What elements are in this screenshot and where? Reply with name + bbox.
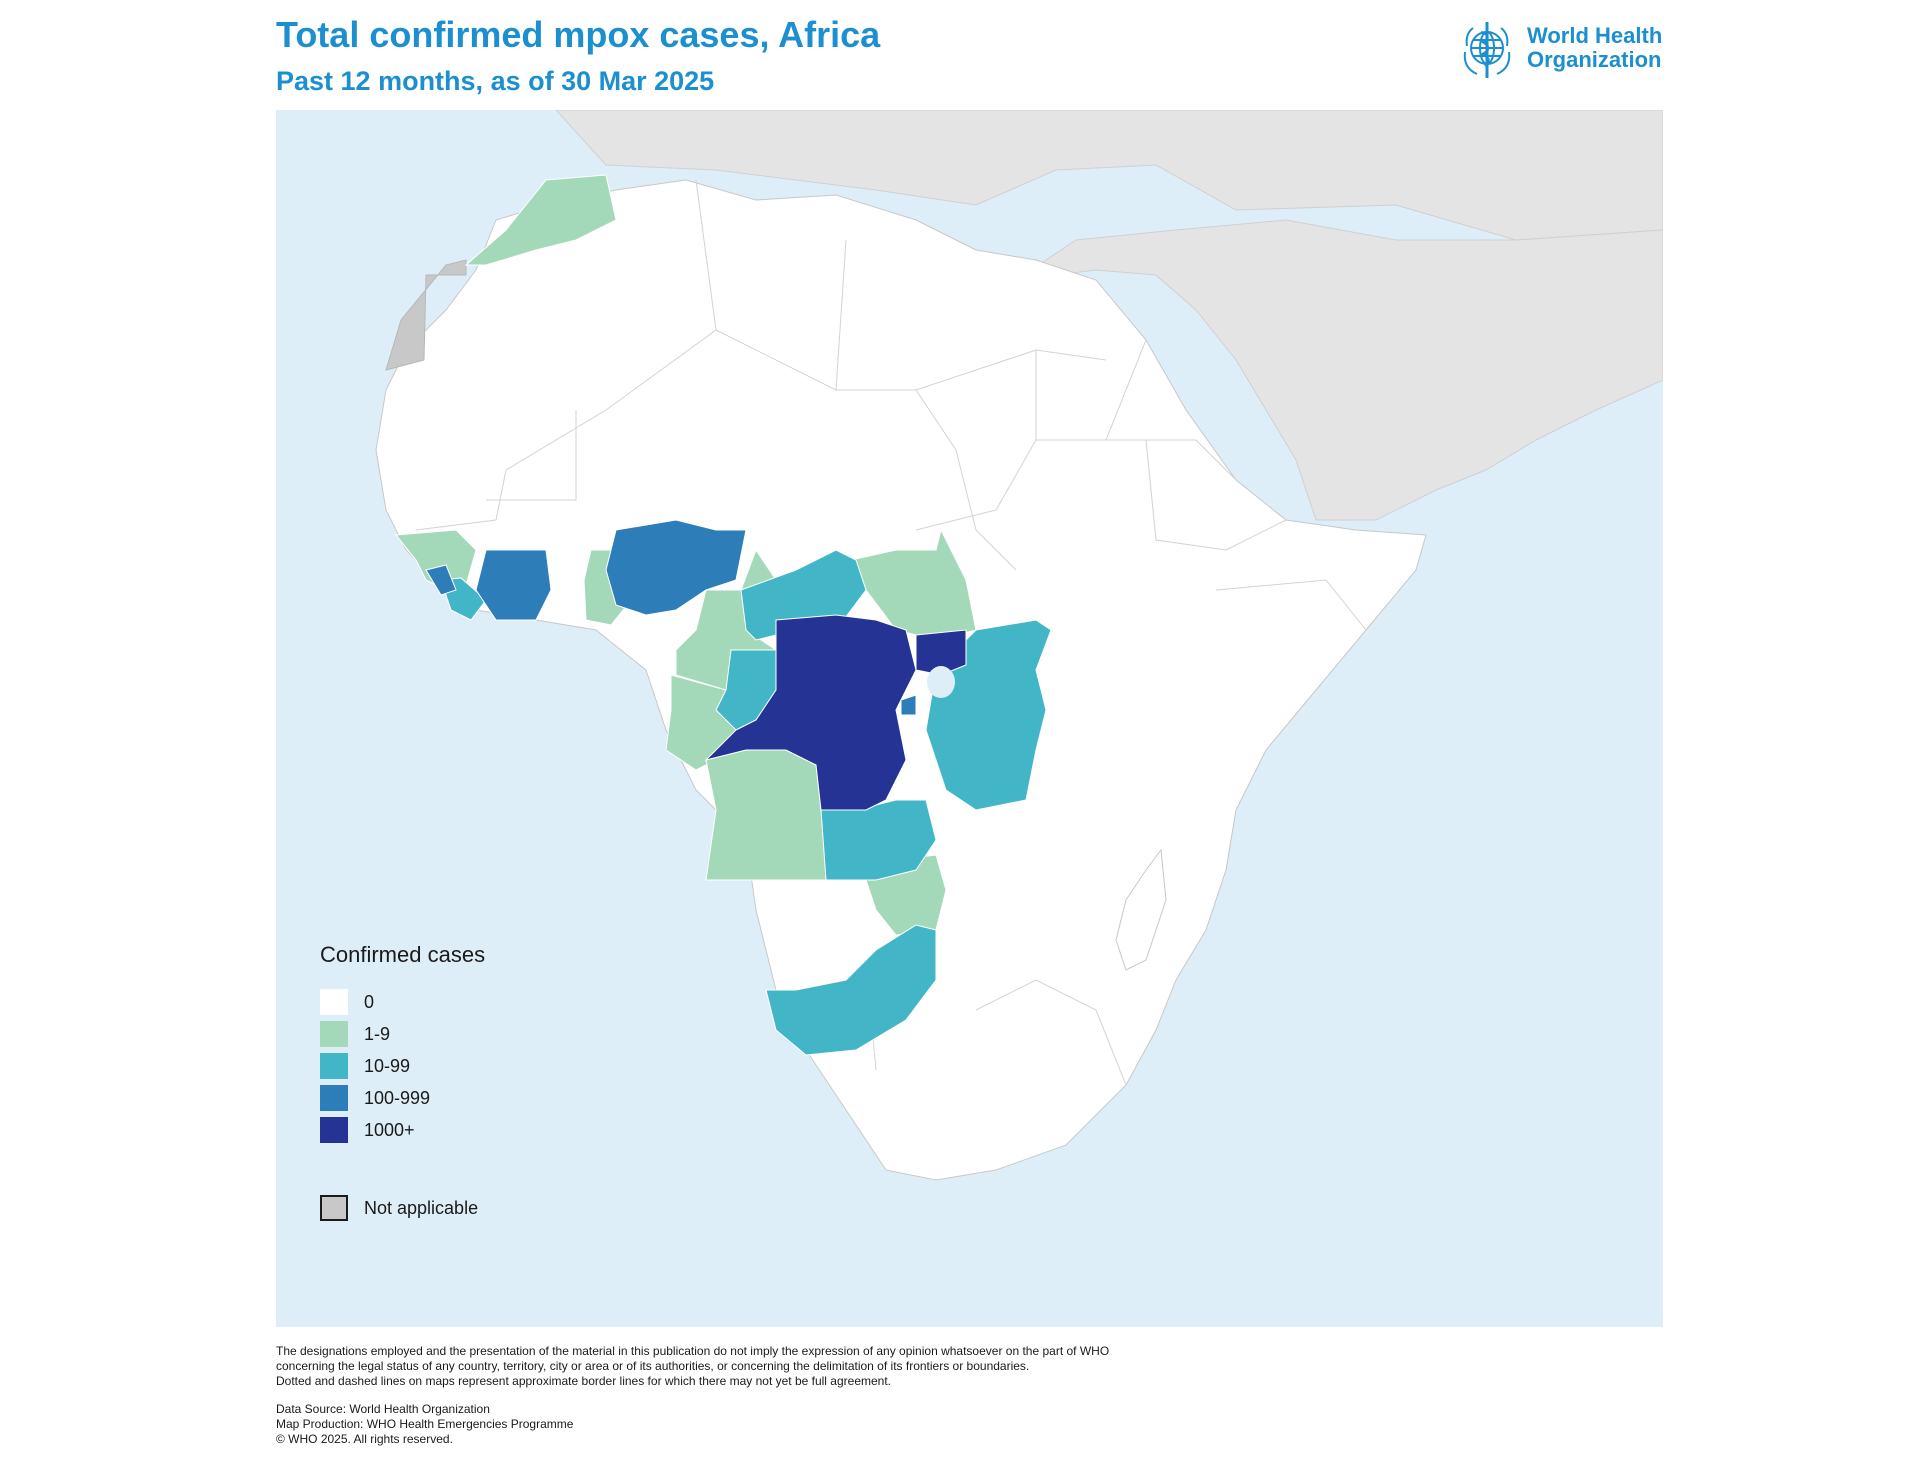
country-uganda: [915, 629, 967, 676]
legend-swatch: [320, 1085, 348, 1111]
legend-label: 10-99: [364, 1055, 411, 1076]
country-south-sudan: [850, 528, 977, 641]
legend-item-1-9: 1-9: [320, 1018, 485, 1050]
country-liberia: [425, 564, 457, 596]
legend-swatch: [320, 1195, 348, 1221]
region-not-applicable-western-sahara: [385, 259, 467, 371]
legend-label: 1000+: [364, 1119, 415, 1140]
logo-line-1: World Health: [1527, 23, 1663, 48]
who-emblem-icon: [1463, 22, 1511, 78]
country-madagascar: [1115, 848, 1167, 971]
disclaimer-line: Dotted and dashed lines on maps represen…: [276, 1374, 892, 1388]
legend-item-0: 0: [320, 986, 485, 1018]
legend-item-not-applicable: Not applicable: [320, 1192, 485, 1224]
legend-swatch: [320, 1117, 348, 1143]
legend-label: 1-9: [364, 1023, 391, 1044]
map-production: Map Production: WHO Health Emergencies P…: [276, 1417, 574, 1431]
country-burundi: [900, 694, 917, 716]
country-drc: [704, 614, 917, 811]
map-legend: Confirmed cases 0 1-9 10-99 100-999 1000…: [320, 942, 485, 1224]
logo-line-2: Organization: [1527, 47, 1662, 72]
legend-title: Confirmed cases: [320, 942, 486, 967]
legend-item-10-99: 10-99: [320, 1050, 485, 1082]
disclaimer-line: The designations employed and the presen…: [276, 1344, 1110, 1358]
legend-item-100-999: 100-999: [320, 1082, 485, 1114]
map-subtitle: Past 12 months, as of 30 Mar 2025: [276, 66, 715, 96]
map-footer: The designations employed and the presen…: [276, 1344, 1109, 1447]
copyright: © WHO 2025. All rights reserved.: [276, 1432, 453, 1446]
middle-east-landmass: [1015, 219, 1663, 521]
legend-item-1000-plus: 1000+: [320, 1114, 485, 1146]
data-source: Data Source: World Health Organization: [276, 1402, 490, 1416]
legend-label: 0: [364, 991, 375, 1012]
disclaimer-line: concerning the legal status of any count…: [276, 1359, 1030, 1373]
country-cote-divoire: [475, 549, 552, 621]
legend-swatch: [320, 989, 348, 1015]
africa-map: [276, 110, 1663, 1327]
legend-label: 100-999: [364, 1087, 431, 1108]
country-borders: [415, 179, 1367, 1086]
legend-swatch: [320, 1053, 348, 1079]
lake-victoria: [927, 666, 955, 698]
map-title: Total confirmed mpox cases, Africa: [276, 14, 881, 55]
who-logo: World Health Organization: [1455, 18, 1665, 86]
country-zambia: [820, 799, 937, 881]
country-morocco: [464, 174, 617, 266]
legend-swatch: [320, 1021, 348, 1047]
country-south-africa: [765, 924, 937, 1056]
country-nigeria: [605, 519, 747, 616]
legend-label: Not applicable: [364, 1197, 479, 1218]
